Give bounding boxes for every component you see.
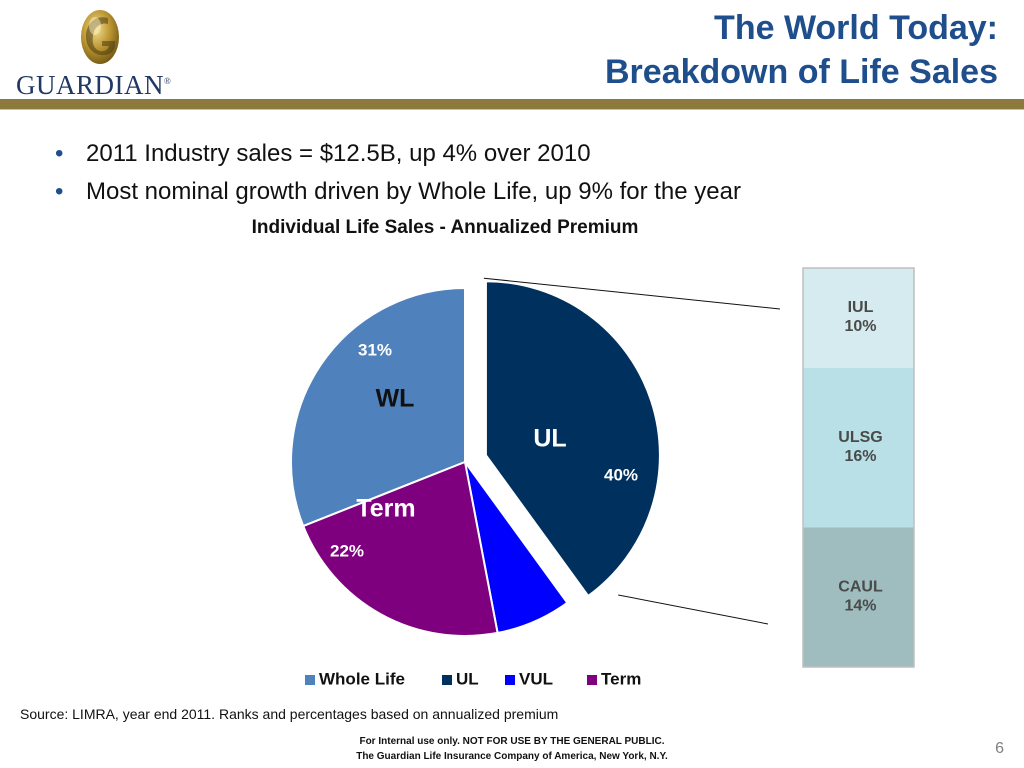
bullet-icon: • <box>55 140 64 167</box>
pie-value-term: 22% <box>330 541 364 560</box>
registered-mark: ® <box>164 76 172 86</box>
pie-slice-ul <box>484 280 661 598</box>
breakdown-connectors <box>483 277 781 625</box>
bullet-list: • 2011 Industry sales = $12.5B, up 4% ove… <box>55 135 741 211</box>
legend-label-term: Term <box>601 669 641 688</box>
guardian-logo: GUARDIAN® <box>16 8 191 100</box>
footer-line-1: For Internal use only. NOT FOR USE BY TH… <box>359 736 665 747</box>
bar-segment-iul <box>803 268 914 368</box>
legend-label-vul: VUL <box>519 669 553 688</box>
bullet-text: 2011 Industry sales = $12.5B, up 4% over… <box>86 140 591 167</box>
legend-swatch-wl <box>305 675 315 685</box>
legend-swatch-vul <box>505 675 515 685</box>
legend-swatch-ul <box>442 675 452 685</box>
connector-line-bottom <box>618 594 769 625</box>
source-note: Source: LIMRA, year end 2011. Ranks and … <box>20 706 559 722</box>
bar-frame <box>802 267 915 668</box>
bar-label-iul: IUL <box>848 299 874 316</box>
bar-segment-caul <box>803 527 914 667</box>
bar-label-ulsg: ULSG <box>838 429 882 446</box>
bullet-item: • Most nominal growth driven by Whole Lif… <box>55 173 741 211</box>
life-sales-chart: Individual Life Sales - Annualized Premi… <box>252 217 915 688</box>
bullet-text: Most nominal growth driven by Whole Life… <box>86 178 741 205</box>
legend-label-ul: UL <box>456 669 479 688</box>
chart-title: Individual Life Sales - Annualized Premi… <box>252 217 639 238</box>
bar-value-iul: 10% <box>844 318 876 335</box>
bullet-item: • 2011 Industry sales = $12.5B, up 4% ove… <box>55 135 741 173</box>
bar-segment-ulsg <box>803 367 914 528</box>
page-number: 6 <box>995 740 1004 757</box>
bar-label-caul: CAUL <box>838 578 883 595</box>
pie-label-wl: WL <box>376 385 415 413</box>
pie-label-ul: UL <box>533 425 566 453</box>
pie-slice-wl <box>290 286 466 528</box>
bar-value-ulsg: 16% <box>844 448 876 465</box>
chart-legend: Whole Life UL VUL Term <box>305 669 641 688</box>
title-line-1: The World Today: <box>714 9 998 47</box>
bullet-icon: • <box>55 178 64 205</box>
footer-line-2: The Guardian Life Insurance Company of A… <box>356 751 668 762</box>
logo-wordmark: GUARDIAN <box>16 70 164 100</box>
pie-label-term: Term <box>356 495 415 523</box>
footer-disclaimer: For Internal use only. NOT FOR USE BY TH… <box>0 734 1024 764</box>
legend-swatch-term <box>587 675 597 685</box>
pie-slice-term <box>301 460 499 637</box>
connector-line-top <box>483 277 781 310</box>
guardian-emblem-icon <box>81 10 119 64</box>
ul-breakdown-bar: IUL 10% ULSG 16% CAUL 14% <box>802 267 915 668</box>
pie-value-wl: 31% <box>358 340 392 359</box>
header-divider <box>0 99 1024 110</box>
title-line-2: Breakdown of Life Sales <box>605 53 998 91</box>
pie-value-ul: 40% <box>604 465 638 484</box>
page-title: The World Today: Breakdown of Life Sales <box>605 6 998 94</box>
legend-label-wl: Whole Life <box>319 669 405 688</box>
bar-value-caul: 14% <box>844 597 876 614</box>
